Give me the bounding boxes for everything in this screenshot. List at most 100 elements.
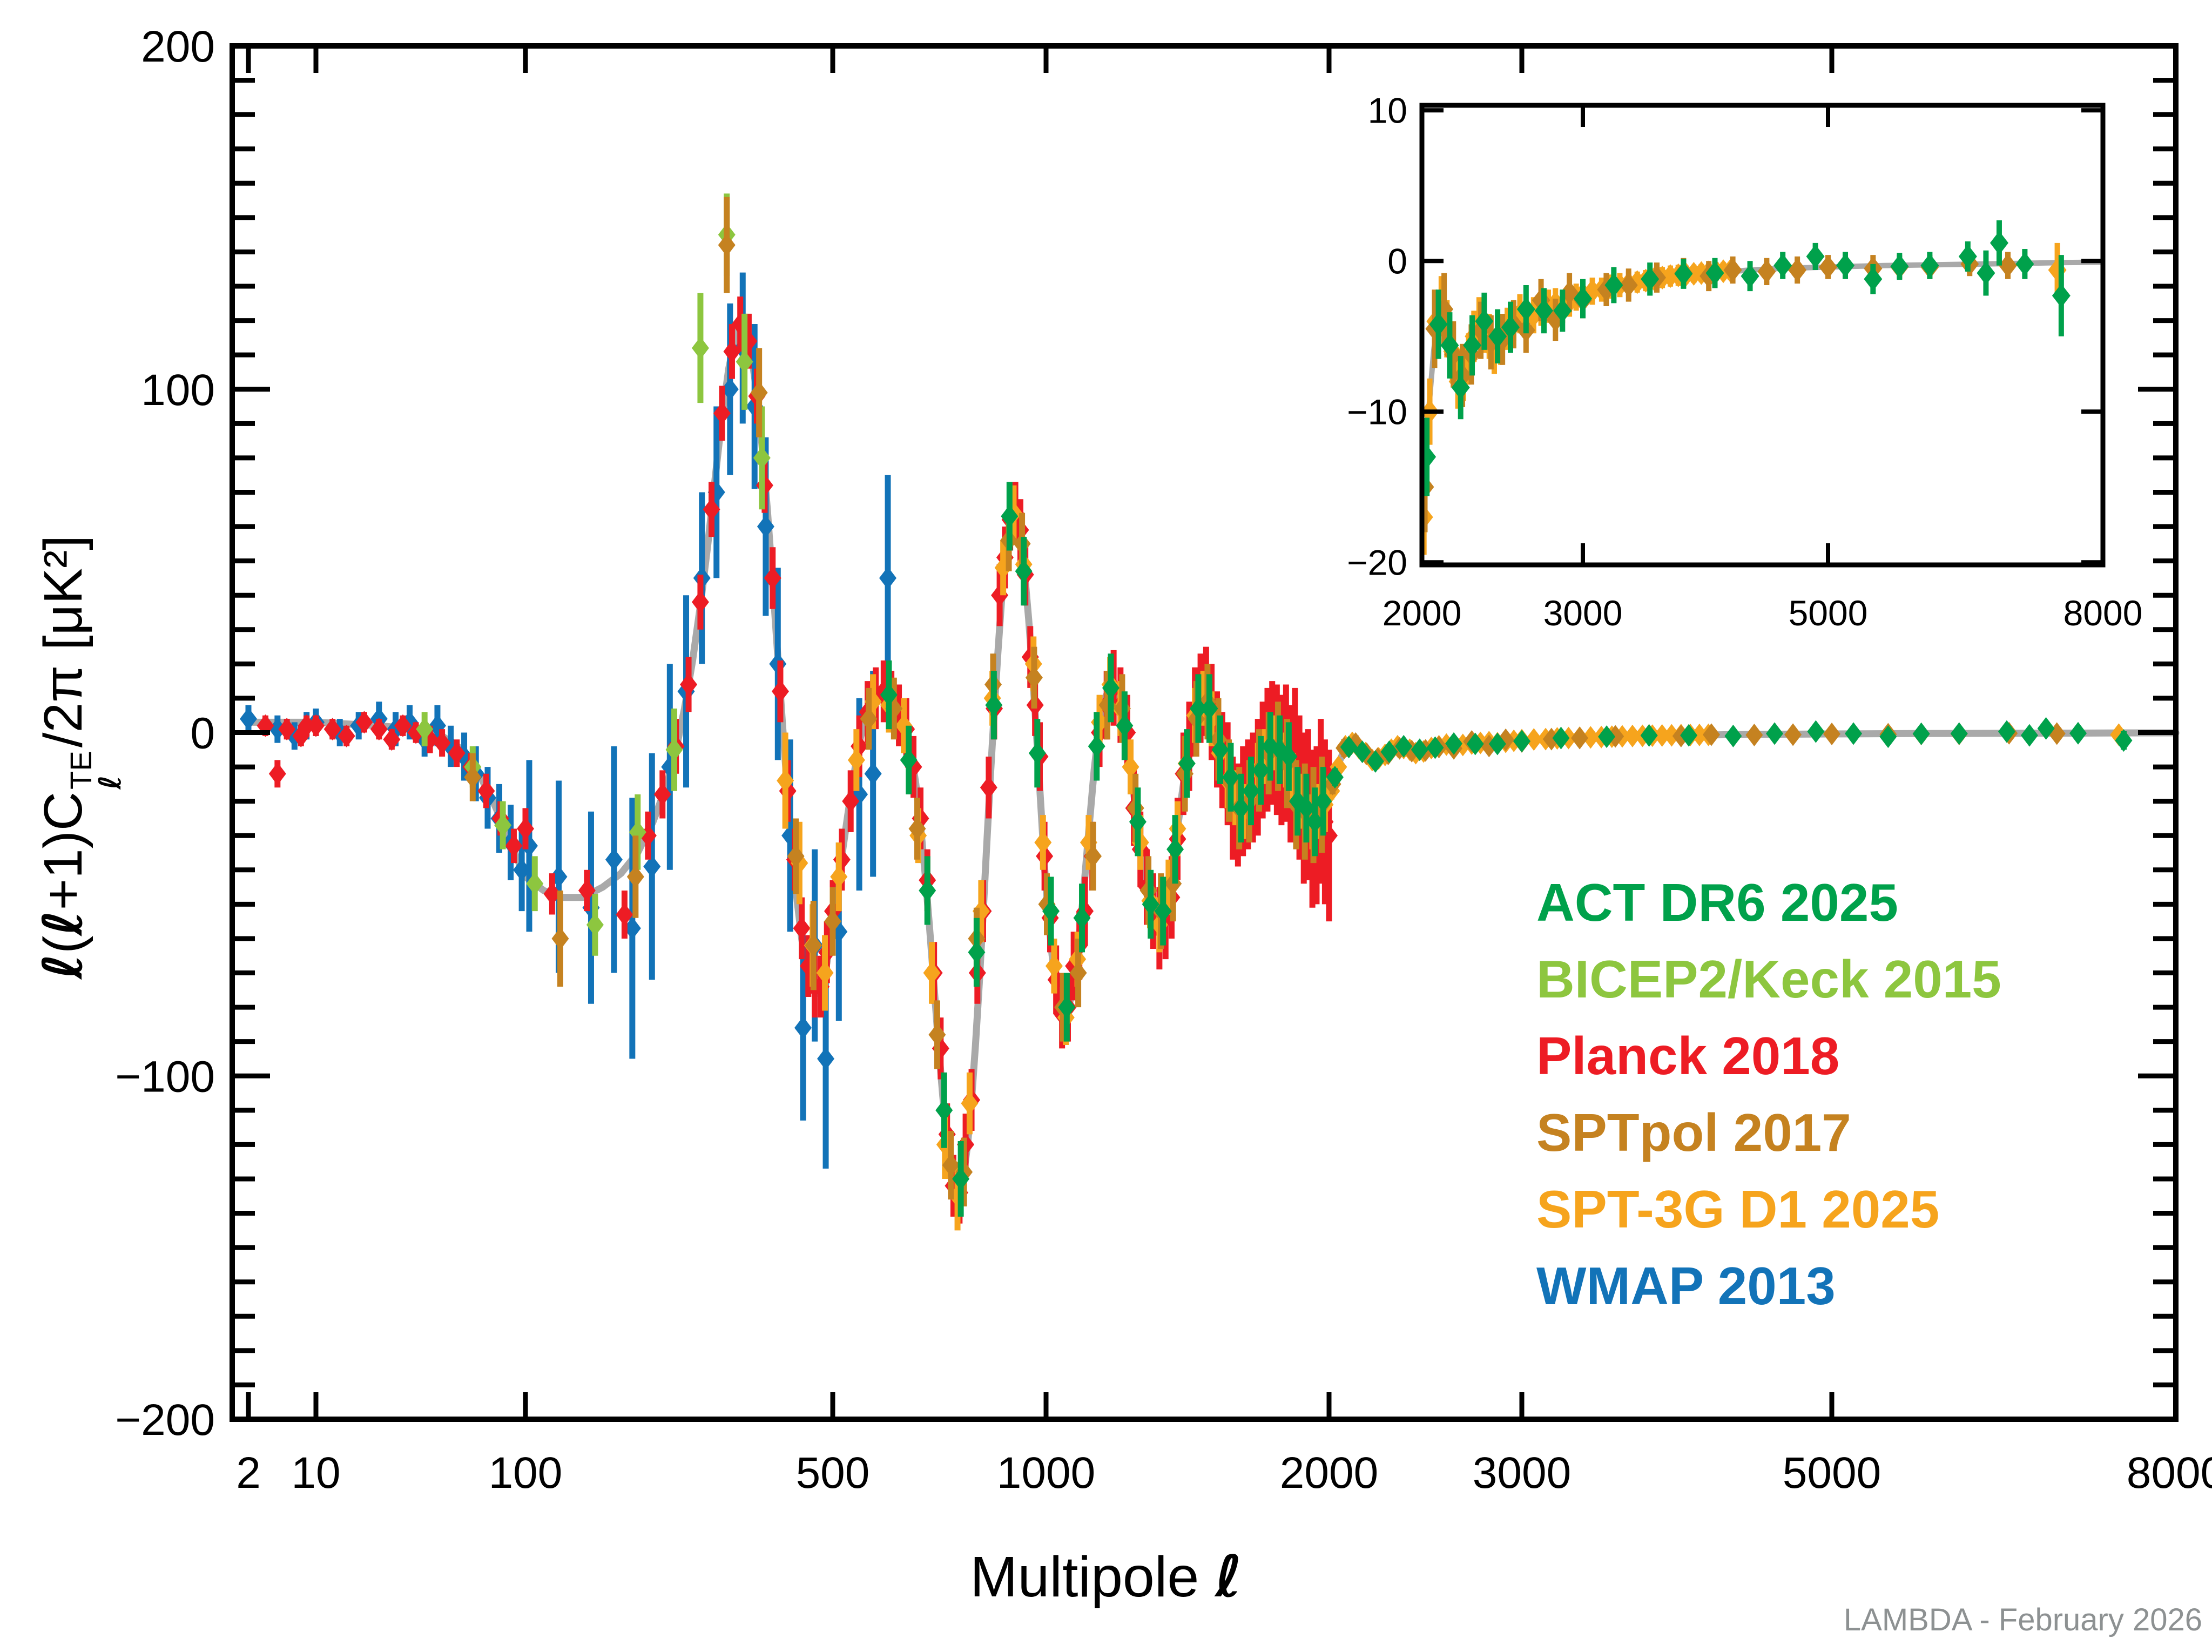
data-point-diamond — [830, 865, 848, 888]
data-point-diamond — [860, 707, 878, 731]
data-point-diamond — [2052, 284, 2071, 308]
data-point-diamond — [718, 233, 736, 257]
data-point-diamond — [2115, 729, 2133, 752]
data-point-diamond — [1178, 752, 1196, 775]
data-point-diamond — [1920, 253, 1939, 278]
data-point-diamond — [1463, 333, 1482, 358]
x-tick-label-500: 500 — [796, 1448, 870, 1498]
data-point-diamond — [1440, 333, 1459, 358]
data-point-diamond — [1653, 724, 1671, 747]
data-point-diamond — [1690, 723, 1708, 746]
x-axis-title: Multipole ℓ — [970, 1543, 1242, 1610]
y-tick-label-0: 0 — [190, 709, 215, 758]
data-point-diamond — [985, 693, 1003, 717]
footer-credit: LAMBDA - February 2026 — [1843, 1602, 2202, 1637]
data-point-diamond — [703, 498, 720, 521]
data-point-diamond — [268, 762, 286, 785]
data-point-diamond — [1574, 287, 1592, 311]
data-point-diamond — [771, 680, 789, 703]
data-point-diamond — [691, 590, 709, 613]
data-point-diamond — [793, 916, 811, 940]
data-point-diamond — [864, 762, 882, 785]
data-point-diamond — [1552, 726, 1570, 750]
data-point-diamond — [1298, 797, 1316, 820]
data-point-diamond — [1222, 766, 1239, 789]
data-point-diamond — [2069, 722, 2087, 745]
data-point-diamond — [721, 377, 739, 401]
legend-entry-bicep2-keck-2015: BICEP2/Keck 2015 — [1536, 949, 2001, 1009]
y-tick-label--100: −100 — [115, 1052, 215, 1101]
data-point-diamond — [880, 683, 898, 706]
data-point-diamond — [1028, 741, 1046, 765]
data-point-diamond — [1788, 258, 1807, 282]
data-point-diamond — [578, 879, 596, 902]
data-point-diamond — [1845, 722, 1863, 745]
data-point-diamond — [2037, 717, 2055, 740]
data-point-diamond — [842, 790, 860, 813]
data-point-diamond — [1102, 676, 1120, 699]
data-point-diamond — [1084, 845, 1102, 868]
data-point-diamond — [586, 913, 604, 936]
data-point-diamond — [1445, 732, 1463, 755]
x-tick-label-1000: 1000 — [997, 1448, 1095, 1498]
data-point-diamond — [1640, 724, 1658, 747]
data-point-diamond — [750, 381, 768, 404]
data-point-diamond — [1741, 264, 1759, 288]
data-point-diamond — [1001, 504, 1019, 528]
data-point-diamond — [1525, 728, 1543, 751]
data-point-diamond — [653, 783, 671, 806]
data-point-diamond — [1680, 724, 1698, 747]
data-point-diamond — [1623, 724, 1641, 747]
inset-axis-labels: 2000 3000 5000 8000 10 0 −10 −20 — [1347, 90, 2142, 633]
data-point-diamond — [494, 814, 512, 837]
main-plot — [230, 43, 2180, 1422]
data-point-diamond — [952, 1167, 970, 1190]
data-point-diamond — [1604, 273, 1623, 297]
data-point-diamond — [1534, 299, 1553, 323]
data-point-diamond — [307, 714, 325, 737]
data-point-diamond — [623, 916, 641, 940]
data-point-diamond — [1745, 723, 1763, 746]
data-point-diamond — [1201, 697, 1218, 720]
data-point-diamond — [1326, 766, 1344, 789]
main-axis-ticks — [232, 46, 2179, 1419]
data-point-diamond — [1823, 723, 1840, 746]
data-point-diamond — [805, 934, 822, 957]
data-point-diamond — [1598, 725, 1616, 749]
data-point-diamond — [980, 776, 997, 799]
data-point-diamond — [1912, 722, 1930, 745]
data-point-diamond — [416, 718, 434, 741]
data-point-diamond — [928, 1023, 946, 1046]
data-point-diamond — [816, 961, 834, 985]
data-point-diamond — [1513, 730, 1530, 753]
x-title-script-l: ℓ — [1215, 1543, 1242, 1610]
data-point-diamond — [1129, 810, 1147, 833]
data-point-diamond — [1674, 262, 1693, 286]
data-point-diamond — [1154, 900, 1172, 923]
data-point-diamond — [824, 910, 841, 933]
data-point-diamond — [1806, 244, 1825, 268]
legend-entry-spt-3g-d1-2025: SPT-3G D1 2025 — [1536, 1179, 1940, 1239]
data-point-diamond — [1034, 831, 1052, 854]
data-point-diamond — [1426, 736, 1444, 759]
legend: ACT DR6 2025 BICEP2/Keck 2015 Planck 2018 S… — [1536, 864, 2001, 1324]
data-point-diamond — [1757, 259, 1776, 284]
data-point-diamond — [1395, 734, 1413, 758]
data-point-diamond — [1663, 724, 1681, 747]
x-tick-label-10: 10 — [291, 1448, 340, 1498]
data-point-diamond — [1703, 723, 1721, 746]
inset-y-tick-label--10: −10 — [1347, 392, 1407, 431]
main-axis-labels: 210100500100020003000500080002001000−100… — [115, 22, 2212, 1498]
data-point-diamond — [1122, 756, 1139, 779]
data-point-diamond — [1542, 727, 1560, 751]
data-point-diamond — [1189, 697, 1207, 720]
data-point-diamond — [543, 882, 561, 906]
data-point-diamond — [942, 1154, 960, 1177]
data-point-diamond — [477, 779, 495, 803]
data-point-diamond — [2015, 252, 2034, 276]
data-point-diamond — [1242, 779, 1260, 803]
data-point-diamond — [908, 817, 926, 840]
data-point-diamond — [370, 718, 388, 741]
inset-plot-frame — [1419, 103, 2106, 568]
